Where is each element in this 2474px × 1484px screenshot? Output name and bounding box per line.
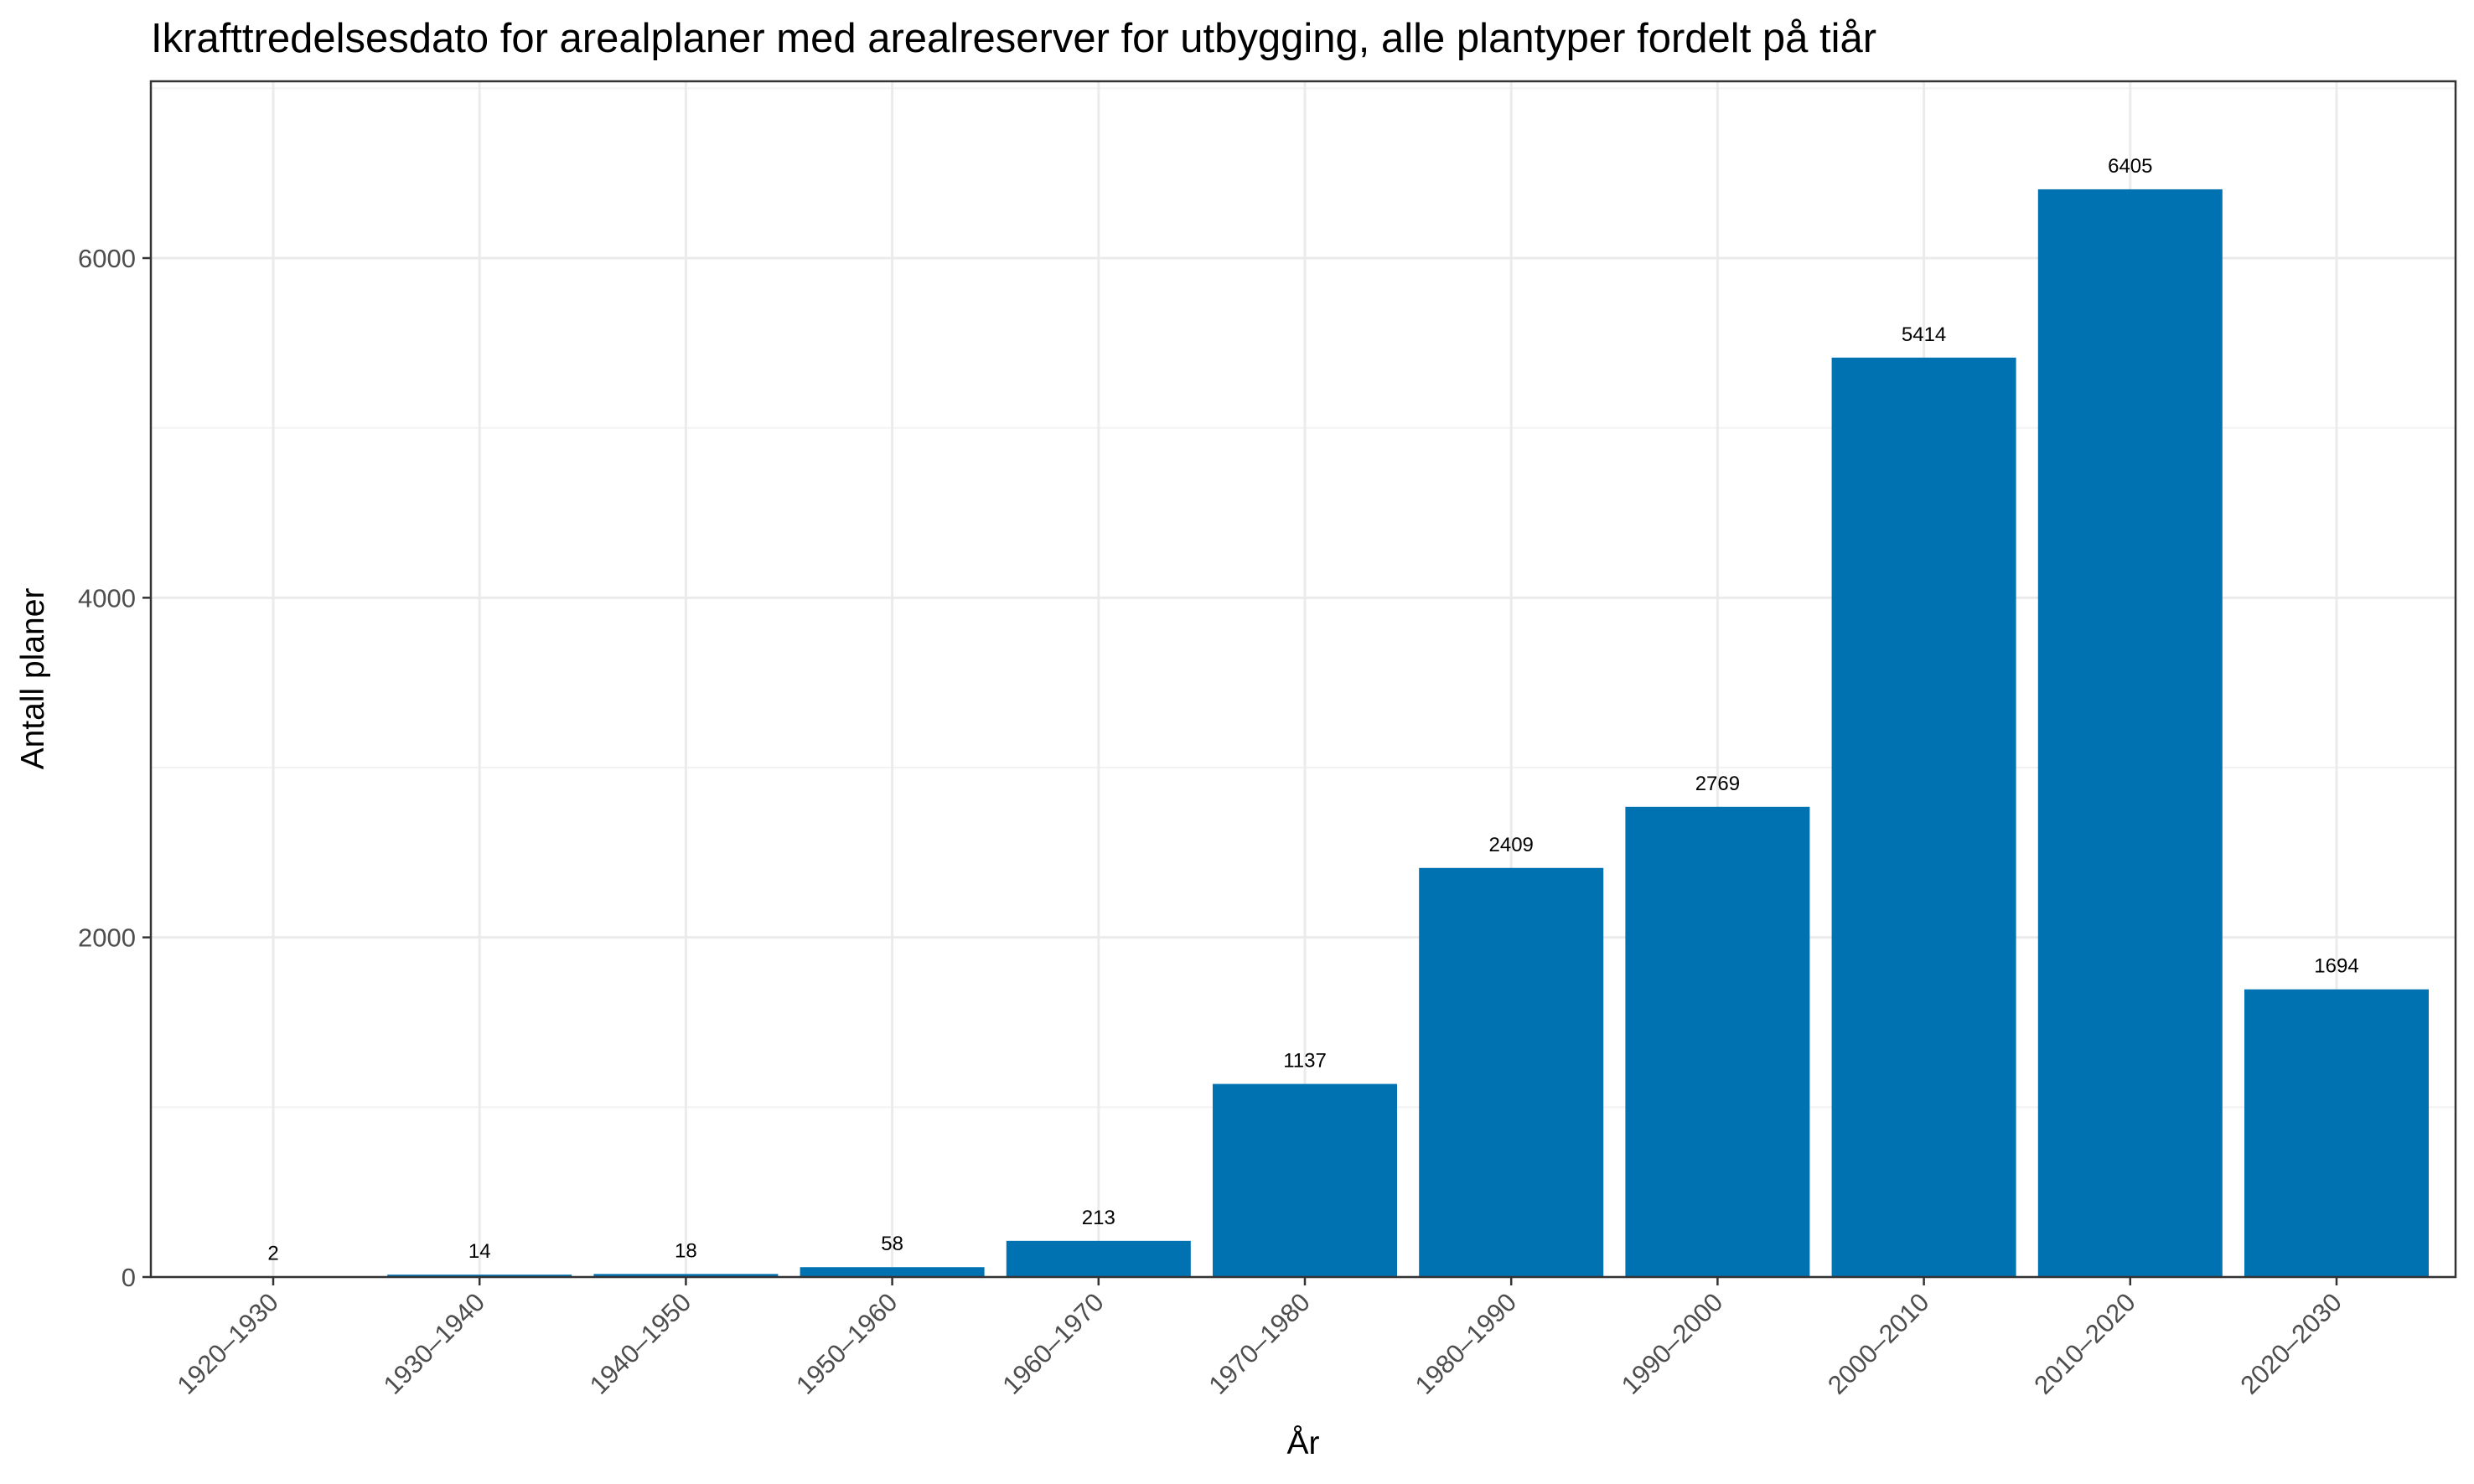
y-tick-label: 4000 [78,583,136,613]
chart-title: Ikrafttredelsesdato for arealplaner med … [151,16,1876,61]
data-label: 2409 [1489,834,1534,856]
data-label: 14 [468,1240,491,1263]
data-label: 1137 [1283,1050,1327,1073]
bar [1419,867,1604,1277]
bar [800,1267,985,1277]
bar [2244,989,2429,1277]
bar [1625,806,1810,1277]
x-axis-title: År [1287,1425,1320,1461]
bar [1006,1240,1191,1277]
data-labels: 2 14 18 58 213 1137 2409 2769 5414 6405 1694 [267,155,2358,1265]
y-tick-label: 6000 [78,244,136,273]
panel-border [149,80,2457,1279]
data-label: 2 [267,1243,278,1265]
y-tick-label: 2000 [78,923,136,953]
data-label: 1694 [2314,955,2358,978]
bar [387,1275,572,1277]
data-label: 5414 [1902,323,1946,346]
bars [181,189,2429,1277]
bar [1831,357,2016,1277]
data-label: 6405 [2108,155,2152,178]
data-label: 58 [881,1233,903,1255]
bar [1213,1083,1397,1277]
bar [593,1274,779,1277]
y-axis-title: Antall planer [15,588,51,770]
bar [2037,189,2223,1277]
y-axis: 0 2000 4000 6000 [78,244,151,1292]
data-label: 2769 [1695,773,1740,795]
plot-panel: 2 14 18 58 213 1137 2409 2769 5414 6405 1694 [149,80,2457,1279]
y-tick-label: 0 [122,1263,136,1292]
data-label: 18 [675,1239,697,1262]
data-label: 213 [1082,1207,1115,1229]
